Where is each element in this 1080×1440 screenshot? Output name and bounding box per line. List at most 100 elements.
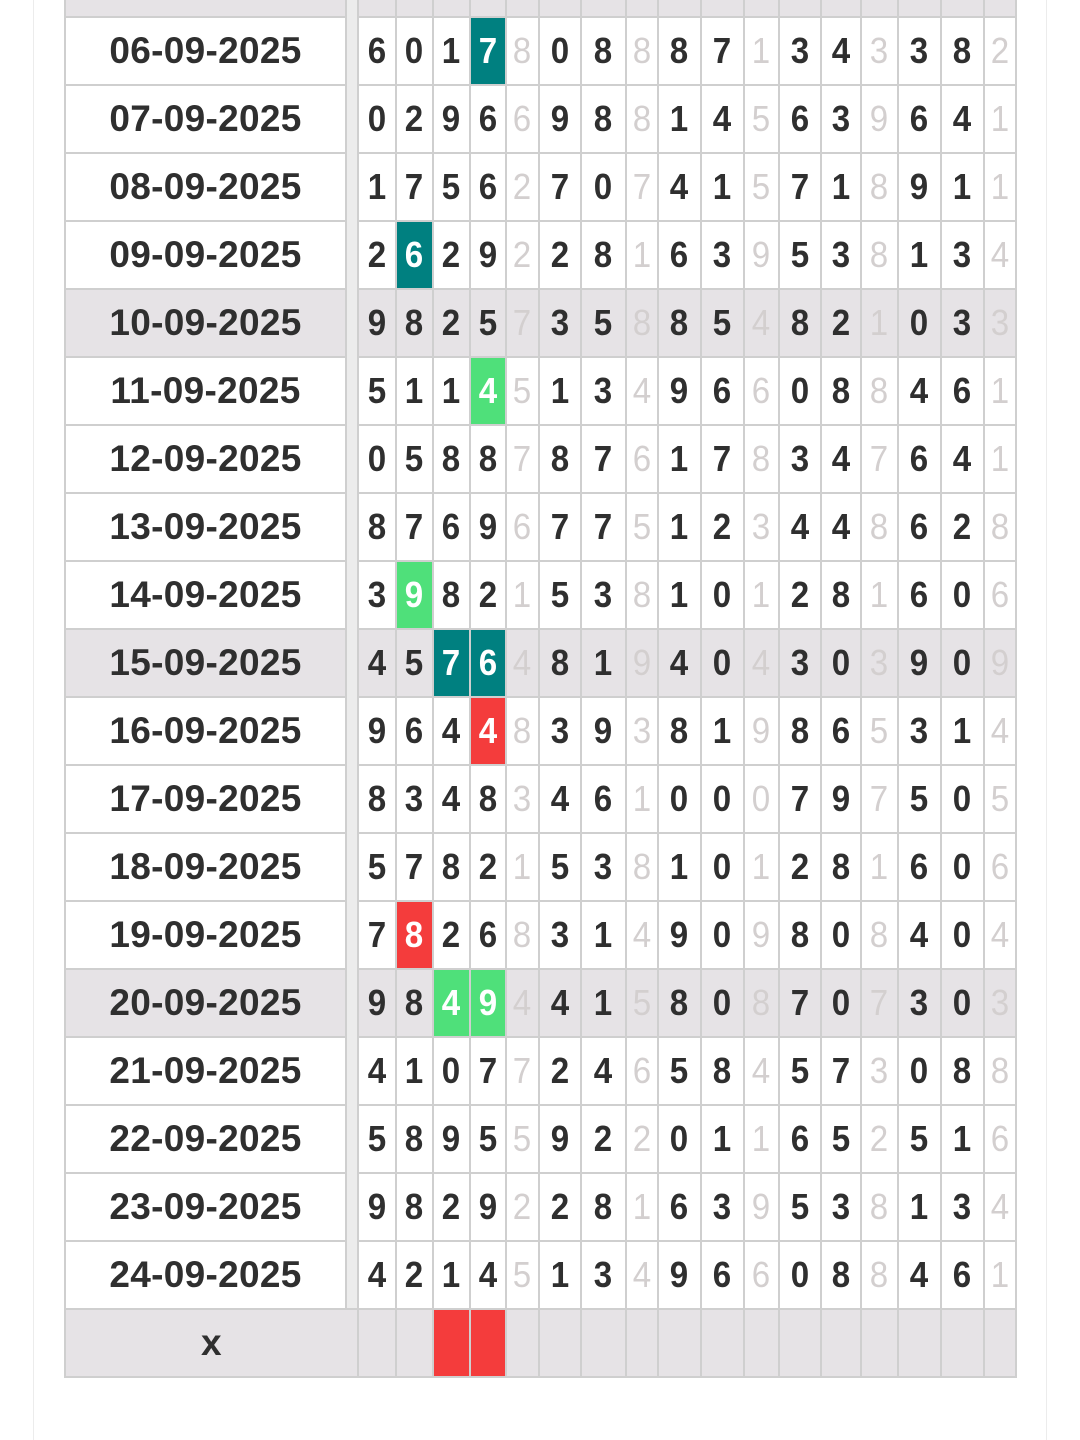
digit: 2: [442, 914, 461, 955]
digit: 4: [990, 1186, 1010, 1227]
digit: 8: [442, 574, 461, 615]
digit: 4: [594, 1050, 613, 1091]
faded-digit-cell: 8: [505, 696, 540, 766]
digit: 3: [990, 982, 1010, 1023]
digit-cell: 5: [657, 1036, 702, 1106]
digit: 5: [405, 438, 424, 479]
footer-cell: [657, 1308, 702, 1378]
date-cell: 20-09-2025: [64, 968, 347, 1038]
digit: 5: [632, 506, 652, 547]
faded-digit-cell: 8: [625, 560, 659, 630]
digit: 0: [713, 778, 732, 819]
faded-digit-cell: 4: [983, 696, 1017, 766]
highlighted-digit-cell: 6: [469, 628, 507, 698]
faded-digit-cell: 8: [743, 968, 780, 1038]
digit-cell: 1: [580, 968, 627, 1038]
faded-digit-cell: 9: [625, 628, 659, 698]
digit-cell: 9: [657, 356, 702, 426]
digit-cell: 1: [700, 1104, 745, 1174]
digit-cell: [580, 0, 627, 18]
digit-cell: 6: [897, 492, 942, 562]
digit: 2: [442, 1186, 461, 1227]
digit: 8: [367, 778, 387, 819]
digit: 9: [442, 98, 461, 139]
table-row: 13-09-2025 8 7 6 9 6 7 7 5 1 2 3 4 4 8 6 2 8: [64, 492, 1017, 562]
digit: 3: [713, 1186, 732, 1227]
digit: 6: [790, 1118, 810, 1159]
footer-cell: [897, 1308, 942, 1378]
digit: 6: [670, 1186, 689, 1227]
footer-cell: [743, 1308, 780, 1378]
digit: 8: [405, 914, 424, 955]
digit-cell: 0: [395, 16, 434, 86]
table-row: 23-09-2025 9 8 2 9 2 2 8 1 6 3 9 5 3 8 1 3 4: [64, 1172, 1017, 1242]
digit-cell: 9: [432, 1104, 471, 1174]
digit-cell: 0: [897, 288, 942, 358]
digit: 4: [442, 982, 461, 1023]
digit: 4: [990, 914, 1010, 955]
digit: 5: [367, 370, 387, 411]
digit-cell: 8: [940, 1036, 985, 1106]
separator-column: [345, 1105, 359, 1173]
digit: 2: [790, 846, 810, 887]
digit-cell: 4: [357, 1240, 397, 1310]
digit-cell: [940, 0, 985, 18]
digit: 8: [405, 1186, 424, 1227]
digit-cell: 3: [940, 288, 985, 358]
digit: 1: [513, 846, 532, 887]
separator-column: [345, 697, 359, 765]
digit-cell: 1: [580, 900, 627, 970]
digit-cell: 3: [778, 424, 822, 494]
digit: 3: [790, 30, 810, 71]
faded-digit-cell: 8: [860, 1240, 899, 1310]
digit-cell: 2: [432, 220, 471, 290]
faded-digit-cell: 8: [860, 900, 899, 970]
digit: 2: [405, 1254, 424, 1295]
faded-digit-cell: 2: [860, 1104, 899, 1174]
digit-cell: 1: [657, 832, 702, 902]
digit: 8: [870, 234, 889, 275]
digit-cell: 0: [778, 1240, 822, 1310]
digit: 9: [910, 166, 929, 207]
faded-digit-cell: 9: [743, 220, 780, 290]
digit: 9: [478, 982, 498, 1023]
faded-digit-cell: 7: [625, 152, 659, 222]
digit: 4: [367, 1254, 387, 1295]
digit: 8: [594, 30, 613, 71]
faded-digit-cell: [743, 0, 780, 18]
digit-cell: 1: [940, 1104, 985, 1174]
digit: 5: [713, 302, 732, 343]
digit-cell: 8: [778, 900, 822, 970]
date-cell: 10-09-2025: [64, 288, 347, 358]
digit-cell: 1: [897, 1172, 942, 1242]
digit: 3: [594, 574, 613, 615]
digit-cell: 9: [469, 492, 507, 562]
digit-cell: 0: [700, 628, 745, 698]
separator-column: [345, 1173, 359, 1241]
digit: 2: [713, 506, 732, 547]
faded-digit-cell: 8: [860, 492, 899, 562]
digit: 7: [870, 982, 889, 1023]
digit-cell: 9: [897, 152, 942, 222]
digit: 1: [670, 438, 689, 479]
faded-digit-cell: 6: [743, 1240, 780, 1310]
digit-cell: 4: [357, 628, 397, 698]
digit-cell: 5: [700, 288, 745, 358]
date-cell: 17-09-2025: [64, 764, 347, 834]
faded-digit-cell: 9: [743, 696, 780, 766]
digit-cell: 9: [580, 696, 627, 766]
digit-cell: 2: [432, 288, 471, 358]
digit-cell: 8: [778, 288, 822, 358]
digit: 1: [752, 1118, 771, 1159]
digit: 0: [594, 166, 613, 207]
digit: 0: [831, 982, 851, 1023]
digit: 3: [550, 302, 570, 343]
digit-cell: 8: [395, 968, 434, 1038]
digit: 6: [632, 438, 652, 479]
faded-digit-cell: 7: [860, 968, 899, 1038]
faded-digit-cell: 1: [625, 1172, 659, 1242]
digit: 8: [752, 982, 771, 1023]
digit: 8: [405, 982, 424, 1023]
digit-cell: 7: [357, 900, 397, 970]
digit-cell: 0: [820, 628, 862, 698]
